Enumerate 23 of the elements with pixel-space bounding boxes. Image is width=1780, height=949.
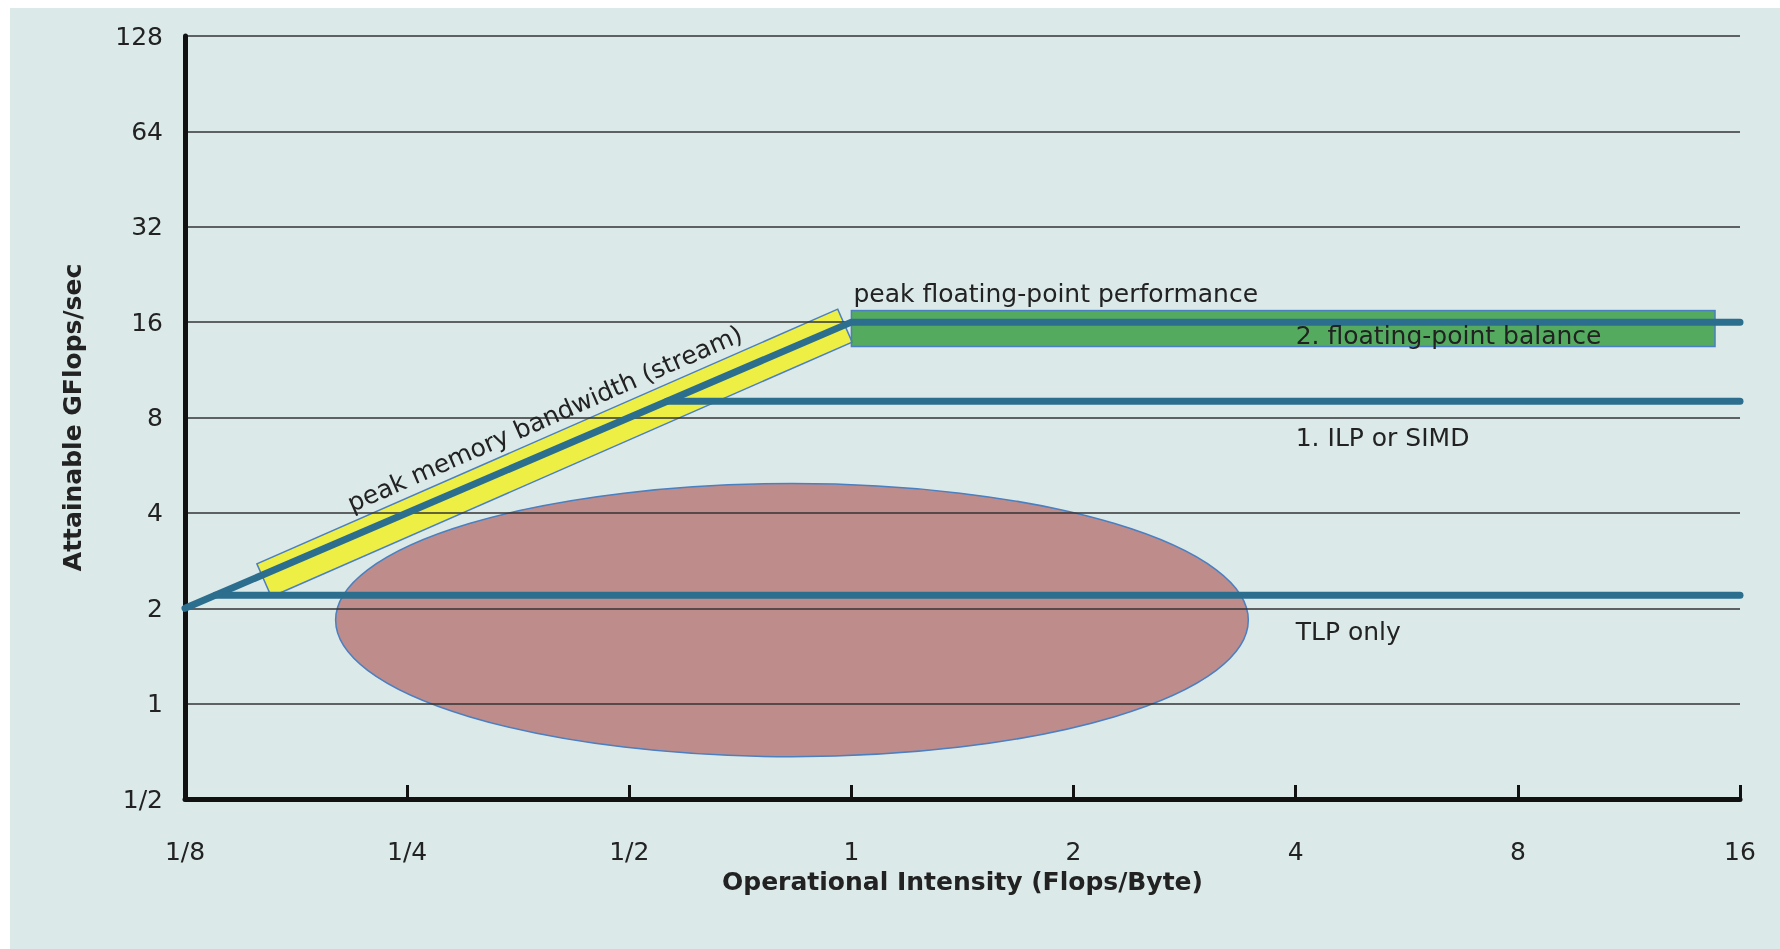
y-tick-label: 64	[131, 116, 163, 146]
y-tick-label: 1/2	[122, 784, 163, 814]
x-tick-label: 4	[1287, 837, 1304, 866]
y-tick-label: 16	[131, 307, 163, 337]
y-axis-title: Attainable GFlops/sec	[58, 263, 87, 572]
y-tick-label: 1	[147, 689, 163, 719]
y-tick-label: 2	[147, 593, 163, 623]
y-tick-label: 32	[131, 212, 163, 242]
annotation: 1. ILP or SIMD	[1295, 423, 1470, 453]
x-tick-label: 1/8	[164, 837, 206, 866]
x-tick-label: 1/2	[609, 837, 650, 866]
x-tick-label: 16	[1724, 837, 1756, 866]
annotation: 2. floating-point balance	[1295, 321, 1602, 351]
annotation: peak floating-point performance	[853, 279, 1259, 309]
x-axis-title: Operational Intensity (Flops/Byte)	[722, 867, 1203, 896]
annotation: TLP only	[1294, 617, 1402, 647]
y-tick-label: 128	[115, 21, 163, 51]
x-tick-label: 8	[1509, 837, 1526, 866]
x-tick-label: 1/4	[387, 837, 428, 866]
y-tick-label: 8	[147, 403, 163, 432]
y-tick-label: 4	[147, 498, 163, 528]
x-tick-label: 2	[1065, 837, 1082, 866]
x-tick-label: 1	[843, 837, 860, 866]
